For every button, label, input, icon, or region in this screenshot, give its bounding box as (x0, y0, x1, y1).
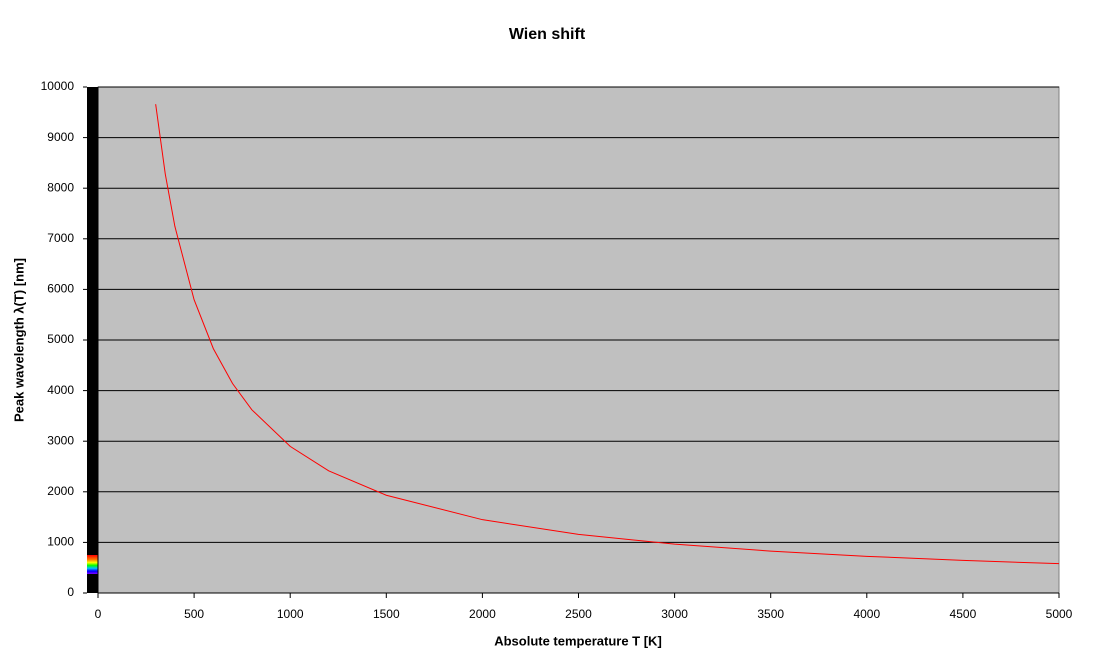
y-tick-label: 2000 (47, 484, 74, 498)
x-tick-label: 5000 (1046, 607, 1073, 621)
y-tick-label: 3000 (47, 433, 74, 447)
x-tick-label: 1000 (277, 607, 304, 621)
x-axis-label: Absolute temperature T [K] (494, 633, 662, 648)
y-tick-label: 10000 (41, 79, 75, 93)
x-tick-label: 0 (95, 607, 102, 621)
x-tick-label: 500 (184, 607, 204, 621)
chart-title: Wien shift (509, 26, 586, 43)
x-tick-label: 2500 (565, 607, 592, 621)
y-tick-label: 9000 (47, 130, 74, 144)
x-tick-label: 3500 (757, 607, 784, 621)
y-tick-label: 6000 (47, 282, 74, 296)
y-axis-label: Peak wavelength λ(T) [nm] (11, 258, 26, 422)
x-tick-label: 4500 (950, 607, 977, 621)
y-tick-label: 1000 (47, 535, 74, 549)
x-tick-label: 4000 (853, 607, 880, 621)
y-tick-label: 5000 (47, 332, 74, 346)
data-line (155, 104, 1060, 565)
visible-spectrum (87, 555, 98, 574)
y-tick-label: 4000 (47, 383, 74, 397)
y-tick-label: 0 (67, 585, 74, 599)
x-tick-label: 2000 (469, 607, 496, 621)
x-tick-label: 1500 (373, 607, 400, 621)
y-tick-label: 8000 (47, 180, 74, 194)
spectrum-bar (87, 87, 98, 593)
y-tick-label: 7000 (47, 231, 74, 245)
x-tick-label: 3000 (661, 607, 688, 621)
